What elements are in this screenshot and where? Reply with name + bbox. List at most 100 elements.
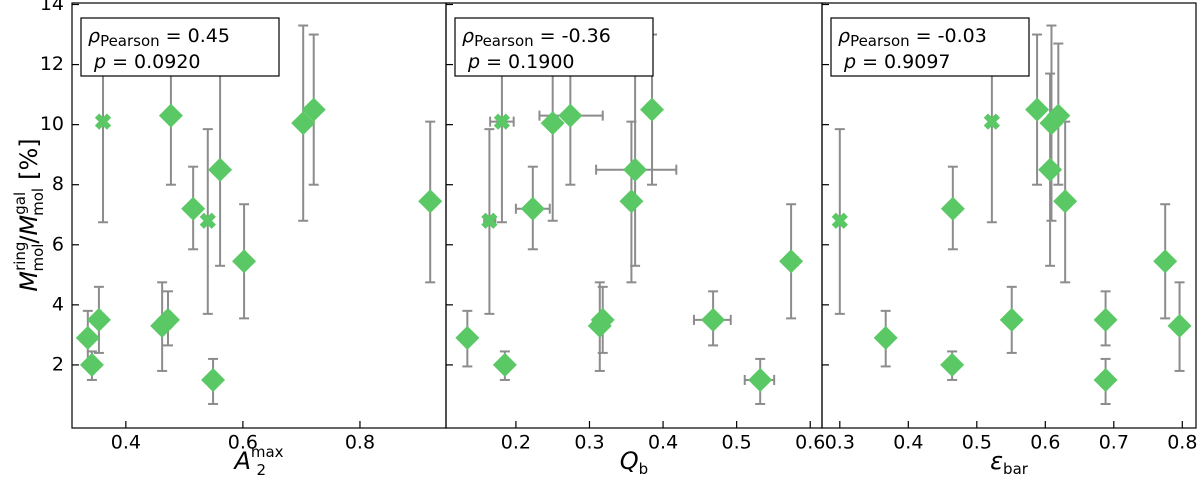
rho-symbol: ρ: [88, 25, 100, 47]
y-tick-label: 8: [52, 173, 64, 195]
p-symbol: p: [467, 51, 480, 73]
x-tick-label: 0.7: [1099, 432, 1129, 454]
point-diamond: [1038, 157, 1063, 182]
x-tick-label: 0.3: [825, 432, 855, 454]
point-diamond: [1053, 189, 1078, 214]
rho-sub: Pearson: [850, 32, 910, 50]
x-label-main: Q: [620, 447, 639, 475]
point-diamond: [455, 325, 480, 350]
y-tick-label: 6: [52, 233, 64, 255]
point-diamond: [301, 97, 326, 122]
x-tick-label: 0.8: [345, 432, 375, 454]
point-diamond: [587, 313, 612, 338]
point-diamond: [940, 352, 965, 377]
point-x: [493, 113, 511, 130]
annotation-rho: ρPearson = 0.45: [88, 25, 230, 50]
point-x: [94, 113, 112, 130]
point-diamond: [208, 157, 233, 182]
point-diamond: [201, 367, 226, 392]
point-diamond: [779, 249, 804, 274]
rho-sub: Pearson: [100, 32, 160, 50]
p-symbol: p: [843, 51, 856, 73]
rho-value: = -0.36: [540, 25, 611, 47]
x-tick-label: 0.4: [893, 432, 923, 454]
x-label-sub: b: [639, 460, 649, 478]
point-diamond: [1039, 111, 1064, 136]
point-diamond: [181, 196, 206, 221]
rho-value: = -0.03: [916, 25, 987, 47]
point-diamond: [520, 196, 545, 221]
annotation-p: p = 0.0920: [93, 51, 201, 73]
point-x: [983, 113, 1000, 130]
point-diamond: [1093, 367, 1118, 392]
point-diamond: [623, 157, 648, 182]
point-diamond: [940, 196, 965, 221]
point-x: [831, 212, 848, 229]
y-label: Mringmol/Mgalmol[%]: [11, 138, 47, 291]
y-tick-label: 10: [40, 113, 64, 135]
y-tick-label: 2: [52, 353, 64, 375]
point-diamond: [558, 103, 583, 128]
x-tick-label: 0.2: [501, 432, 531, 454]
x-label-sub: 2: [257, 461, 267, 478]
point-diamond: [418, 189, 443, 214]
point-diamond: [701, 307, 726, 332]
y-label-sub: mol: [29, 244, 47, 272]
point-diamond: [1153, 249, 1178, 274]
point-diamond: [1025, 97, 1050, 122]
point-x: [199, 212, 216, 229]
x-tick-label: 0.5: [962, 432, 992, 454]
p-value: = 0.0920: [112, 51, 200, 73]
point-x: [481, 212, 498, 229]
y-label-main2: M: [15, 214, 43, 235]
annotation-rho: ρPearson = -0.03: [838, 25, 987, 50]
y-label-main: M: [15, 271, 43, 292]
point-diamond: [86, 307, 111, 332]
point-diamond: [748, 367, 773, 392]
y-label-sub2: mol: [29, 188, 47, 216]
point-diamond: [540, 111, 565, 136]
p-value: = 0.1900: [486, 51, 574, 73]
point-diamond: [79, 352, 104, 377]
y-label-unit: [%]: [15, 138, 43, 180]
point-diamond: [158, 103, 183, 128]
x-tick-label: 0.6: [1030, 432, 1060, 454]
point-diamond: [873, 325, 898, 350]
point-diamond: [232, 249, 257, 274]
annotation-box: [80, 17, 280, 77]
rho-sub: Pearson: [474, 32, 534, 50]
point-diamond: [150, 313, 175, 338]
annotation-rho: ρPearson = -0.36: [462, 25, 611, 50]
y-tick-label: 14: [40, 0, 64, 15]
point-diamond: [640, 97, 665, 122]
p-symbol: p: [93, 51, 106, 73]
x-tick-label: 0.8: [1167, 432, 1197, 454]
point-diamond: [619, 189, 644, 214]
rho-symbol: ρ: [462, 25, 474, 47]
annotation-box: [830, 17, 1030, 77]
point-diamond: [492, 352, 517, 377]
point-diamond: [1093, 307, 1118, 332]
x-label: εbar: [990, 447, 1029, 478]
x-label: Qb: [620, 447, 648, 478]
point-diamond: [999, 307, 1024, 332]
x-tick-label: 0.6: [795, 432, 825, 454]
x-label-main: A: [232, 447, 250, 475]
x-label: Amax 2: [232, 443, 283, 478]
y-label-sup: ring: [11, 242, 29, 271]
x-label-main: ε: [990, 447, 1003, 475]
x-label-sub: bar: [1003, 460, 1029, 478]
rho-value: = 0.45: [166, 25, 230, 47]
point-diamond: [1167, 313, 1192, 338]
y-label-sup2: gal: [11, 192, 29, 215]
axes-frame: [821, 2, 1197, 429]
y-tick-label: 12: [40, 53, 64, 75]
annotation-p: p = 0.9097: [843, 51, 951, 73]
y-label-sep: /: [15, 235, 43, 244]
x-tick-label: 0.5: [722, 432, 752, 454]
x-label-sup: max: [251, 443, 284, 461]
x-tick-label: 0.3: [574, 432, 604, 454]
x-tick-label: 0.6: [228, 432, 258, 454]
point-diamond: [75, 325, 100, 350]
y-tick-label: 4: [52, 293, 64, 315]
